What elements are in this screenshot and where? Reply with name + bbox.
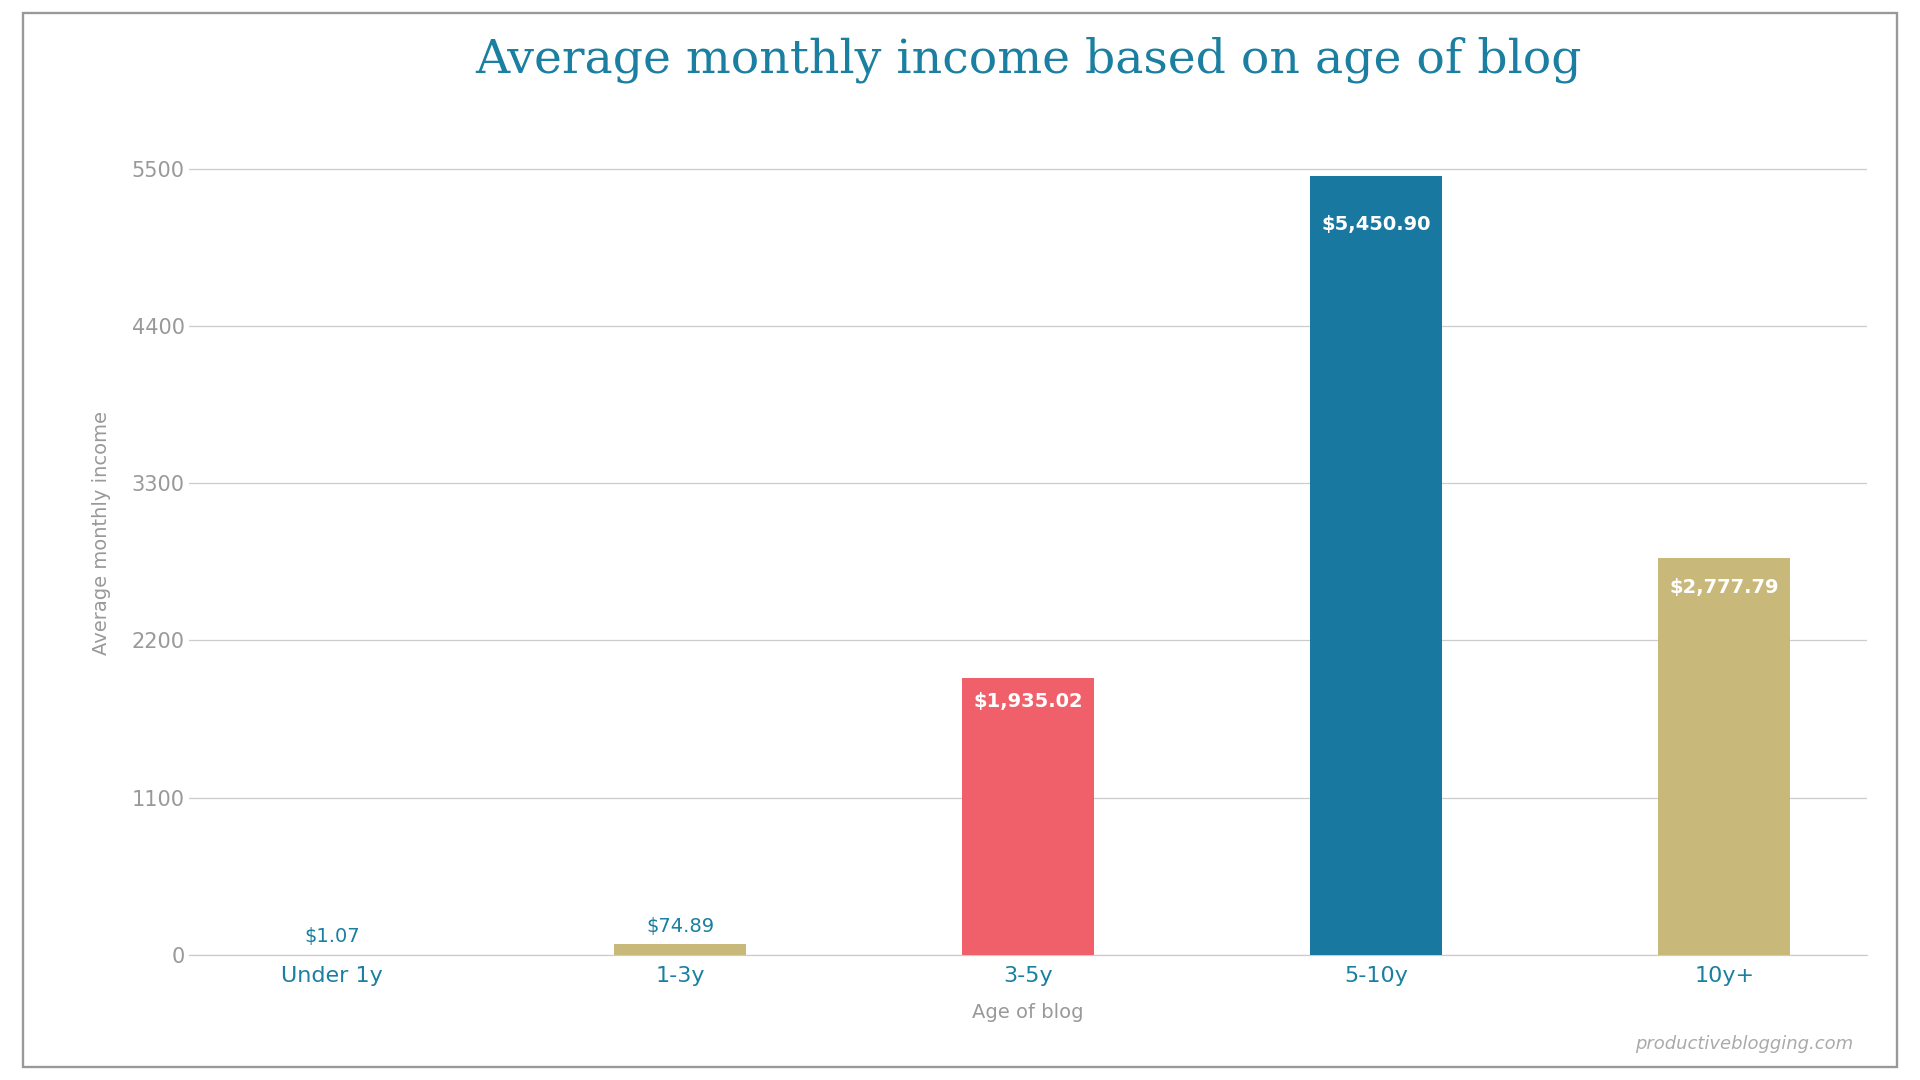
Text: $2,777.79: $2,777.79 — [1670, 578, 1780, 597]
Text: $74.89: $74.89 — [645, 917, 714, 935]
Text: $1,935.02: $1,935.02 — [973, 692, 1083, 712]
Bar — [614, 944, 747, 955]
X-axis label: Age of blog: Age of blog — [972, 1003, 1083, 1022]
Text: productiveblogging.com: productiveblogging.com — [1634, 1035, 1853, 1053]
Bar — [962, 678, 1094, 955]
Y-axis label: Average monthly income: Average monthly income — [92, 411, 111, 656]
Text: $1.07: $1.07 — [303, 928, 359, 946]
Text: $5,450.90: $5,450.90 — [1321, 215, 1430, 233]
Bar — [1659, 558, 1789, 955]
Title: Average monthly income based on age of blog: Average monthly income based on age of b… — [474, 37, 1582, 83]
Bar — [1309, 176, 1442, 955]
